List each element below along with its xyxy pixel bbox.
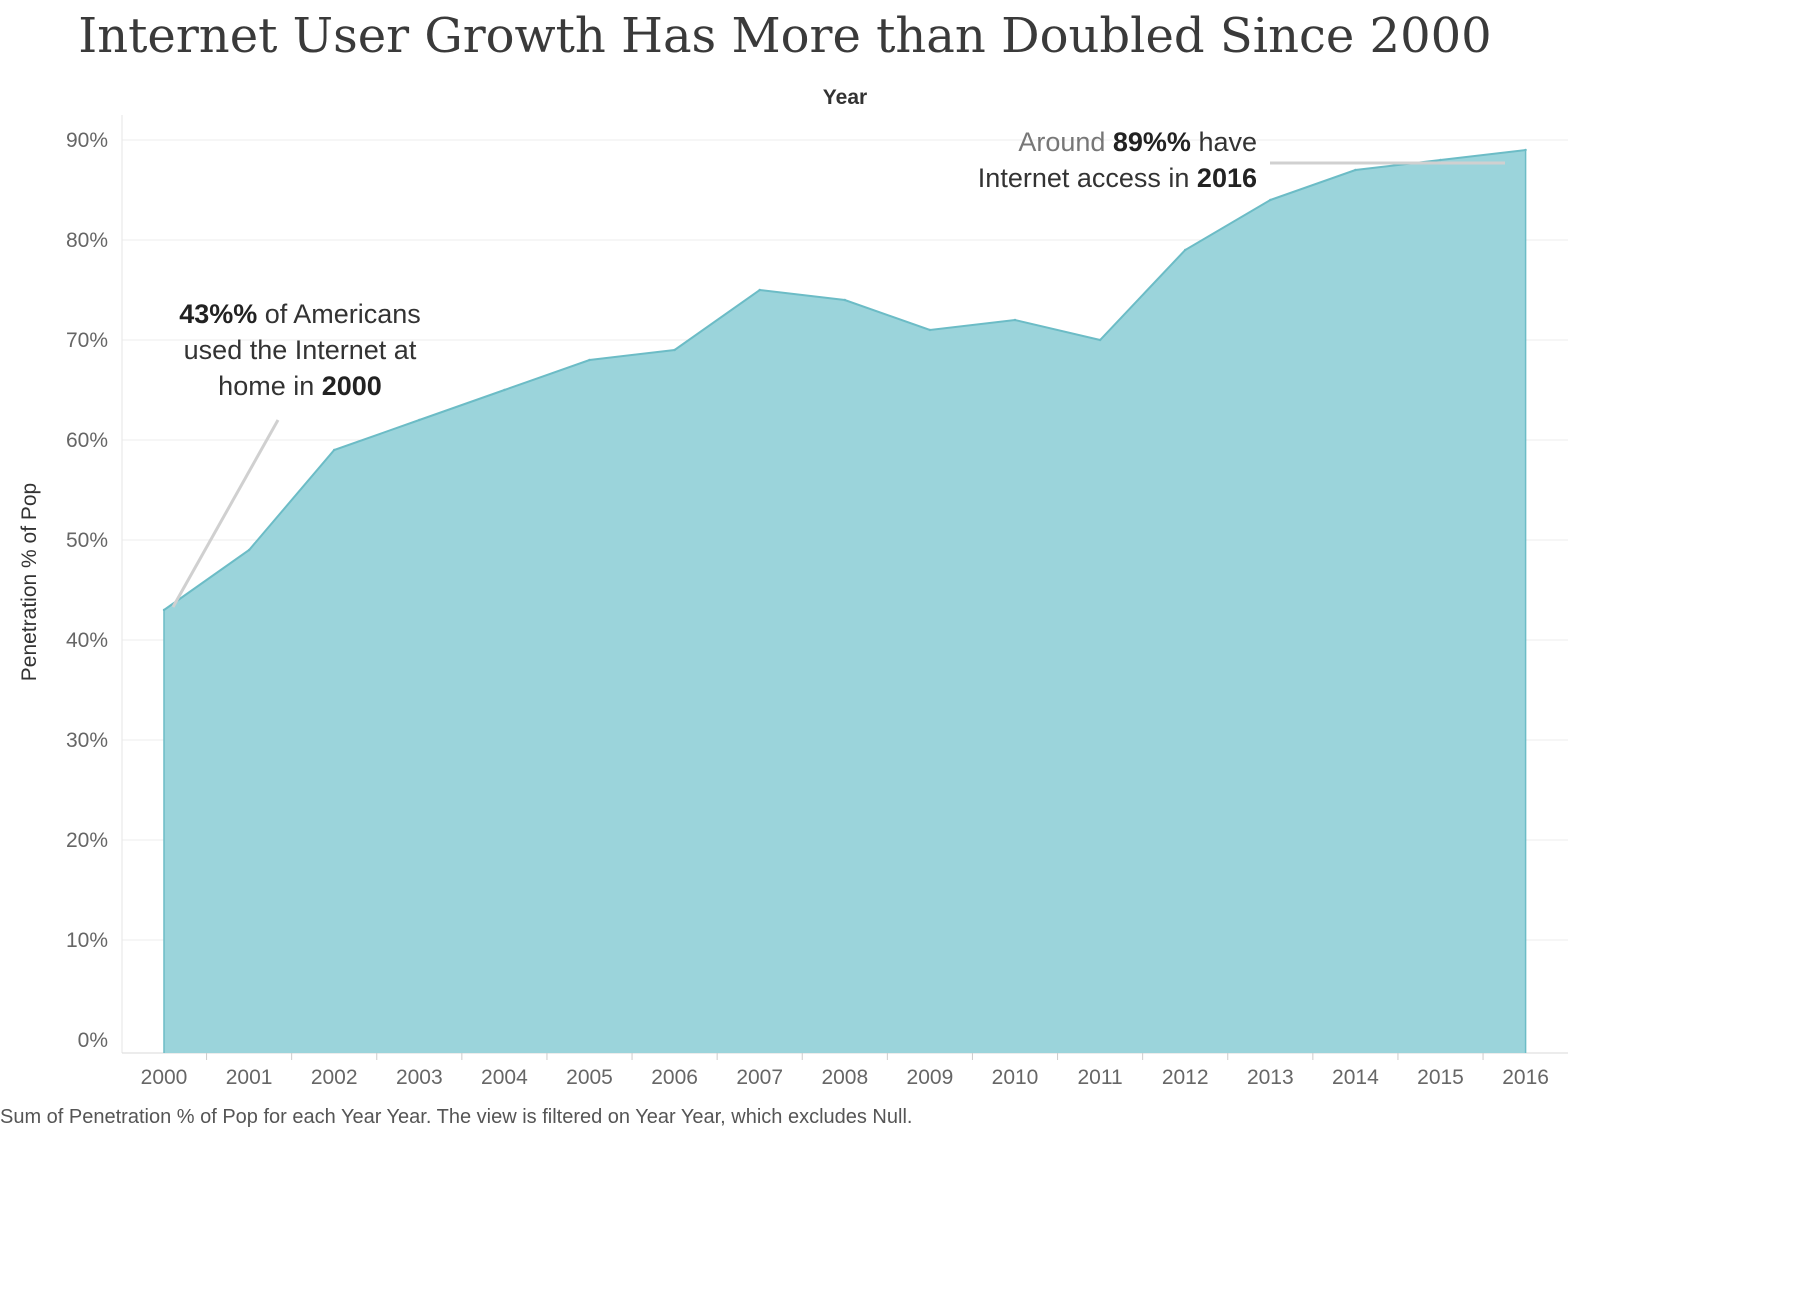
- y-tick-label: 40%: [66, 629, 108, 652]
- x-tick-label: 2012: [1162, 1066, 1209, 1089]
- y-tick-label: 20%: [66, 829, 108, 852]
- x-tick-label: 2007: [736, 1066, 783, 1089]
- x-tick-label: 2013: [1247, 1066, 1294, 1089]
- data-point: [673, 348, 676, 352]
- x-tick-label: 2009: [907, 1066, 954, 1089]
- annotation-2016: Around 89%% have Internet access in 2016: [978, 124, 1257, 196]
- y-tick-label: 90%: [66, 129, 108, 152]
- x-tick-label: 2001: [226, 1066, 273, 1089]
- x-tick-label: 2002: [311, 1066, 358, 1089]
- data-point: [503, 388, 506, 392]
- data-point: [333, 448, 336, 452]
- x-tick-label: 2004: [481, 1066, 528, 1089]
- x-tick-label: 2003: [396, 1066, 443, 1089]
- data-point: [928, 328, 932, 332]
- data-point: [162, 608, 166, 612]
- y-tick-label: 0%: [78, 1029, 108, 1052]
- x-tick-label: 2015: [1417, 1066, 1464, 1089]
- y-tick-label: 70%: [66, 329, 108, 352]
- y-tick-label: 10%: [66, 929, 108, 952]
- y-tick-label: 30%: [66, 729, 108, 752]
- x-axis-label: Year: [822, 86, 868, 109]
- x-tick-label: 2016: [1502, 1066, 1549, 1089]
- annotation-2016-value: 89%%: [1112, 127, 1191, 157]
- data-point: [588, 358, 591, 362]
- x-tick-label: 2011: [1078, 1066, 1123, 1089]
- x-tick-label: 2000: [141, 1066, 188, 1089]
- annotation-2000-leader: [171, 419, 280, 608]
- annotation-2000-value: 43%%: [179, 299, 258, 329]
- x-tick-label: 2010: [992, 1066, 1039, 1089]
- data-point: [247, 548, 251, 552]
- area-series: [164, 150, 1526, 1053]
- y-tick-label: 60%: [66, 429, 108, 452]
- data-point: [758, 288, 761, 292]
- x-tick-label: 2005: [566, 1066, 613, 1089]
- y-tick-label: 80%: [66, 229, 108, 252]
- annotation-2000-line2: used the Internet at: [183, 335, 417, 365]
- chart-title: Internet User Growth Has More than Doubl…: [78, 8, 1492, 64]
- annotation-2000: 43%% of Americans used the Internet at h…: [150, 296, 450, 404]
- annotation-2000-text: of Americans: [257, 299, 421, 329]
- y-tick-label: 50%: [66, 529, 108, 552]
- annotation-2016-suffix: have: [1190, 127, 1257, 157]
- x-tick-label: 2006: [651, 1066, 698, 1089]
- annotation-2016-text2: Internet access in: [977, 163, 1197, 193]
- data-point: [1098, 338, 1102, 342]
- y-axis-title: Penetration % of Pop: [18, 483, 41, 681]
- data-point: [843, 298, 846, 302]
- data-point: [1269, 198, 1272, 202]
- data-point: [418, 418, 421, 422]
- data-point: [1013, 318, 1017, 322]
- footer-note: Sum of Penetration % of Pop for each Yea…: [0, 1106, 913, 1128]
- annotation-2000-year: 2000: [321, 371, 382, 401]
- x-tick-label: 2014: [1332, 1066, 1379, 1089]
- data-point: [1354, 168, 1357, 172]
- annotation-2000-text3: home in: [218, 371, 322, 401]
- x-tick-label: 2008: [821, 1066, 868, 1089]
- data-point: [1184, 248, 1187, 252]
- data-point: [1524, 148, 1527, 152]
- annotation-2016-year: 2016: [1196, 163, 1257, 193]
- annotation-2016-prefix: Around: [1018, 127, 1113, 157]
- data-point: [1439, 158, 1442, 162]
